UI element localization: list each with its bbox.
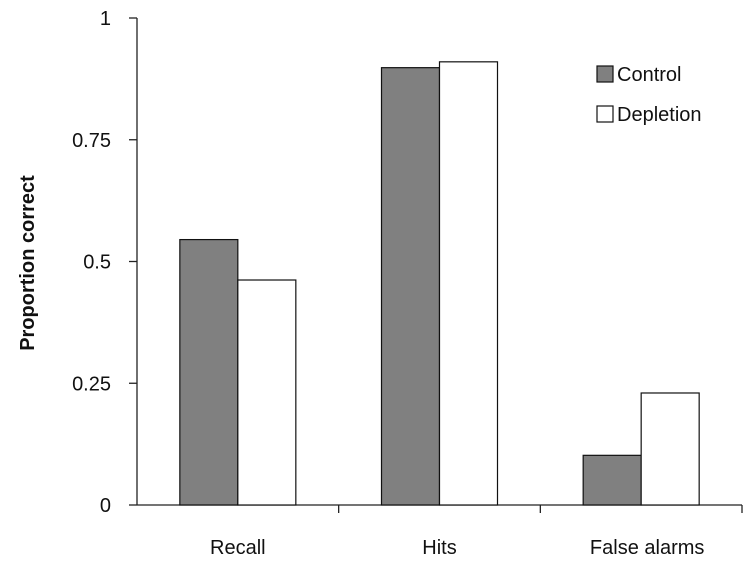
legend-label-depletion: Depletion — [617, 104, 702, 126]
x-category-label: Recall — [210, 537, 266, 559]
y-tick-label: 0.5 — [83, 252, 111, 274]
y-tick-label: 0.25 — [72, 373, 111, 395]
bar-depletion-recall — [237, 279, 297, 506]
y-tick-label: 1 — [100, 8, 111, 30]
legend-swatch-control — [596, 65, 614, 83]
plot-area: 0 0.25 0.5 0.75 1 Recall Hits False alarms — [72, 8, 743, 559]
bar-depletion-false-alarms — [640, 392, 700, 506]
x-category-label: False alarms — [590, 537, 704, 559]
legend: Control Depletion — [596, 64, 702, 126]
legend-label-control: Control — [617, 64, 681, 86]
y-tick-label: 0 — [100, 495, 111, 517]
bar-depletion-hits — [438, 61, 499, 506]
y-axis-label: Proportion correct — [17, 175, 39, 351]
x-category-label: Hits — [422, 537, 456, 559]
bar-control-recall — [179, 238, 239, 506]
bar-control-false-alarms — [582, 454, 642, 506]
legend-swatch-depletion — [596, 105, 614, 123]
bar-control-hits — [380, 67, 441, 506]
y-tick-label: 0.75 — [72, 130, 111, 152]
